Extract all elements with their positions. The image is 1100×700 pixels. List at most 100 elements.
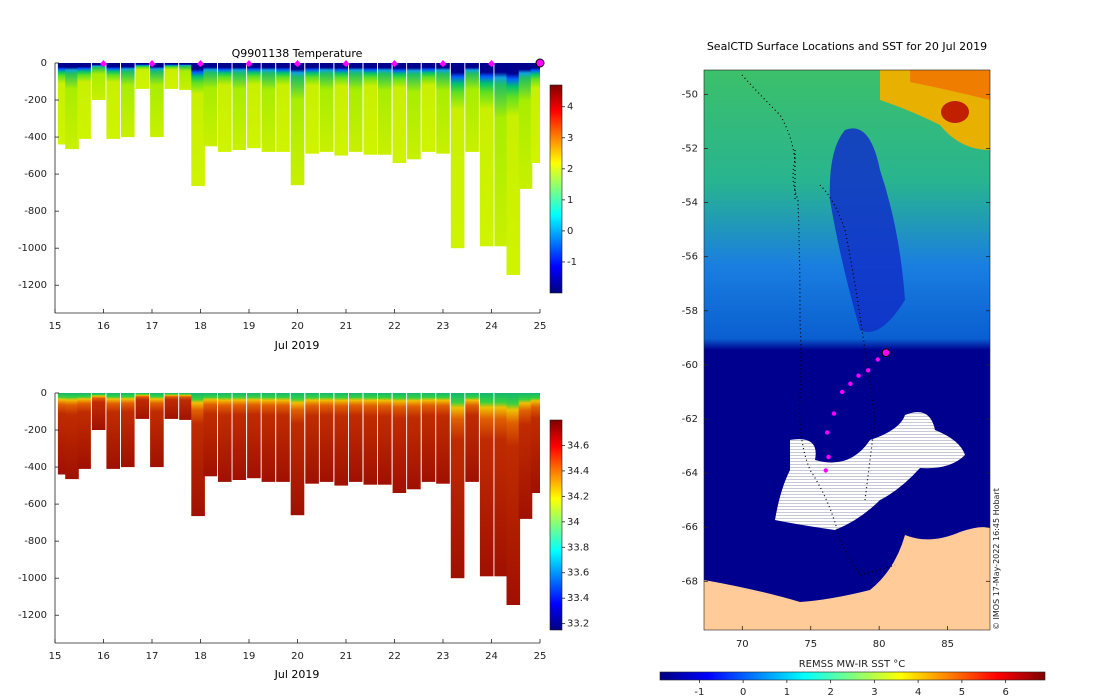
x-tick-label: 18 — [194, 651, 207, 662]
profile-column — [494, 63, 508, 247]
map-title: SealCTD Surface Locations and SST for 20… — [707, 40, 987, 53]
map-y-tick-label: -60 — [682, 360, 698, 371]
x-tick-label: 25 — [534, 321, 547, 332]
profile-marker — [391, 60, 398, 67]
x-tick-label: 16 — [97, 321, 110, 332]
profile-column — [506, 63, 521, 275]
colorbar-tick-label: 33.8 — [567, 542, 589, 553]
profile-column — [407, 393, 421, 490]
profile-column — [530, 393, 540, 493]
cold-tongue — [829, 128, 905, 332]
x-tick-label: 19 — [243, 651, 256, 662]
recent-position — [866, 368, 871, 373]
temperature-colorbar — [549, 84, 563, 294]
recent-position — [831, 411, 837, 416]
profile-column — [348, 63, 363, 152]
colorbar-tick-label: 34.2 — [567, 491, 589, 502]
sst-colorbar-tick-label: 4 — [915, 687, 921, 698]
profile-column — [77, 393, 91, 469]
profile-column — [77, 63, 91, 139]
profile-column — [378, 63, 392, 155]
y-tick-label: -1000 — [18, 573, 47, 584]
recent-position — [840, 389, 845, 395]
sea-ice — [775, 412, 965, 530]
profile-column — [135, 393, 150, 419]
profile-column — [305, 393, 319, 484]
credit-text: © IMOS 17-May-2022 16:45 Hobart — [992, 488, 1001, 630]
profile-column — [518, 63, 533, 189]
profile-marker — [245, 60, 253, 67]
colorbar-tick-label: 0 — [567, 226, 573, 237]
y-tick-label: -1200 — [18, 610, 47, 621]
profile-column — [465, 393, 479, 482]
profile-column — [363, 393, 378, 485]
profile-column — [421, 63, 436, 152]
y-tick-label: -600 — [24, 499, 47, 510]
colorbar-tick-label: 2 — [567, 164, 573, 175]
y-tick-label: 0 — [41, 388, 47, 399]
map-x-tick-label: 80 — [873, 639, 886, 650]
salinity-xlabel: Jul 2019 — [274, 668, 320, 681]
profile-column — [407, 63, 421, 160]
sst-colorbar-tick-label: 2 — [827, 687, 833, 698]
profile-column — [150, 63, 164, 138]
profile-column — [135, 63, 150, 89]
profile-column — [363, 63, 378, 155]
map-y-tick-label: -58 — [682, 306, 698, 317]
profile-column — [334, 63, 348, 156]
profile-marker — [342, 60, 350, 67]
profile-marker — [439, 60, 447, 67]
profile-column — [378, 393, 392, 485]
profile-column — [232, 63, 247, 150]
x-tick-label: 21 — [340, 321, 353, 332]
profile-column — [164, 63, 179, 89]
y-tick-label: -800 — [24, 206, 47, 217]
profile-column — [203, 393, 217, 477]
profile-column — [232, 393, 247, 480]
x-tick-label: 18 — [194, 321, 207, 332]
map-y-tick-label: -56 — [682, 252, 698, 263]
current-profile-marker — [535, 58, 545, 68]
profile-column — [179, 393, 193, 420]
warm-patch — [910, 70, 990, 100]
profile-column — [261, 63, 276, 152]
profile-column — [305, 63, 319, 154]
x-tick-label: 24 — [485, 651, 498, 662]
temperature-xlabel: Jul 2019 — [274, 339, 320, 352]
colorbar-tick-label: 34.4 — [567, 466, 589, 477]
y-tick-label: 0 — [41, 58, 47, 69]
profile-column — [348, 393, 363, 482]
profile-marker — [100, 60, 107, 67]
profile-column — [218, 393, 232, 482]
profile-column — [392, 393, 407, 493]
colorbar-tick-label: 3 — [567, 133, 573, 144]
y-tick-label: -600 — [24, 169, 47, 180]
sst-map: SealCTD Surface Locations and SST for 20… — [659, 40, 1046, 698]
profile-column — [218, 63, 232, 152]
x-tick-label: 15 — [49, 651, 62, 662]
recent-position — [826, 454, 831, 460]
x-tick-label: 19 — [243, 321, 256, 332]
x-tick-label: 23 — [437, 651, 450, 662]
profile-column — [106, 63, 120, 139]
profile-column — [191, 393, 205, 517]
colorbar-tick-label: -1 — [567, 257, 577, 268]
profile-marker — [197, 60, 204, 67]
map-frame — [703, 69, 991, 631]
y-tick-label: -400 — [24, 132, 47, 143]
profile-column — [479, 63, 494, 247]
map-x-tick-label: 85 — [941, 639, 954, 650]
profile-column — [121, 63, 135, 138]
y-tick-label: -1000 — [18, 243, 47, 254]
profile-column — [334, 393, 348, 486]
profile-column — [106, 393, 120, 469]
y-tick-label: -200 — [24, 425, 47, 436]
x-tick-label: 22 — [388, 651, 401, 662]
profile-column — [319, 393, 334, 482]
profile-column — [392, 63, 407, 163]
profile-column — [261, 393, 276, 482]
profile-column — [436, 393, 450, 484]
x-tick-label: 17 — [146, 651, 159, 662]
seal-track — [741, 74, 896, 576]
